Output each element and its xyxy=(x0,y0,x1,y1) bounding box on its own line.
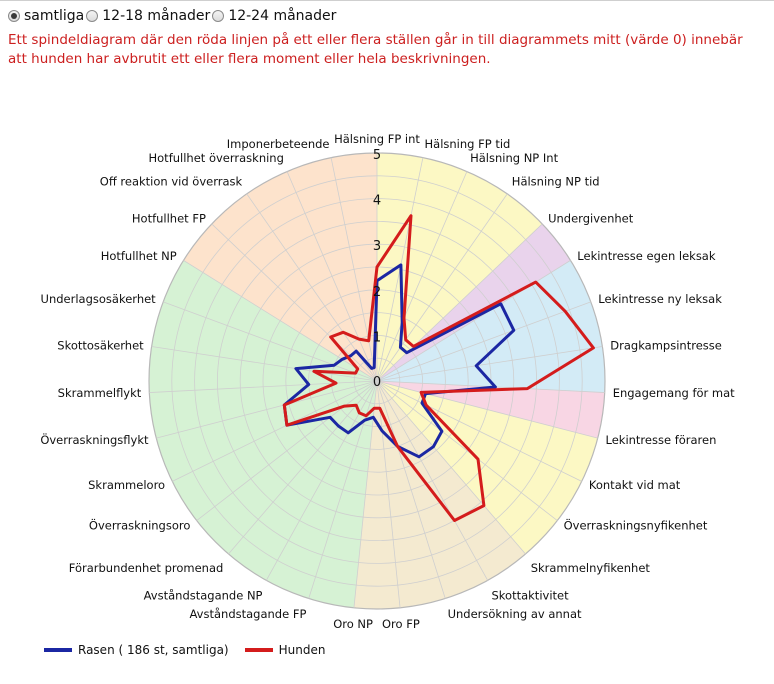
chart-tick-label: 0 xyxy=(373,375,381,390)
chart-category-label: Skottosäkerhet xyxy=(57,338,144,352)
radio-label: 12-24 månader xyxy=(228,8,337,24)
chart-sector-band xyxy=(377,153,543,381)
chart-category-label: Undergivenhet xyxy=(548,211,634,225)
chart-category-label: Underlagsosäkerhet xyxy=(41,292,157,306)
chart-category-label: Avståndstagande FP xyxy=(189,607,306,621)
chart-category-label: Förarbundenhet promenad xyxy=(69,561,224,575)
chart-category-label: Engagemang för mat xyxy=(613,386,735,400)
chart-spoke xyxy=(172,380,378,482)
chart-category-label: Avståndstagande NP xyxy=(144,588,263,602)
chart-tick-label: 5 xyxy=(373,148,381,163)
chart-legend: Rasen ( 186 st, samtliga) Hunden xyxy=(44,643,341,657)
chart-spoke xyxy=(149,380,378,393)
radio-unselected-icon[interactable] xyxy=(86,10,99,22)
radio-samtliga[interactable]: samtliga xyxy=(8,8,84,24)
chart-category-label: Kontakt vid mat xyxy=(589,478,681,492)
chart-spoke xyxy=(376,380,488,581)
chart-category-label: Skrammeloro xyxy=(88,478,165,492)
chart-category-label: Off reaktion vid överrask xyxy=(100,174,243,188)
chart-category-label: Hotfullhet FP xyxy=(132,211,206,225)
chart-category-label: Hotfullhet NP xyxy=(101,249,177,263)
legend-swatch-blue xyxy=(44,648,72,652)
age-filter-radio-group: samtliga 12-18 månader 12-24 månader xyxy=(8,5,338,27)
radio-selected-icon[interactable] xyxy=(8,10,20,22)
chart-category-label: Oro NP xyxy=(333,617,373,631)
chart-spoke xyxy=(266,380,378,581)
chart-spoke xyxy=(376,380,401,608)
explanation-notice: Ett spindeldiagram där den röda linjen p… xyxy=(8,32,743,67)
chart-sector-band xyxy=(183,153,377,381)
chart-spoke xyxy=(163,301,378,382)
chart-tick-label: 4 xyxy=(373,194,381,209)
series-line-rasen xyxy=(282,263,516,459)
chart-spoke xyxy=(376,346,603,382)
chart-category-label: Skrammelflykt xyxy=(58,386,142,400)
chart-spoke xyxy=(330,157,378,382)
chart-spoke xyxy=(196,380,378,521)
chart-spoke xyxy=(376,301,591,382)
chart-category-label: Hälsning FP int xyxy=(334,132,420,146)
radio-unselected-icon[interactable] xyxy=(212,10,225,22)
radio-label: 12-18 månader xyxy=(102,8,211,24)
chart-spoke xyxy=(376,380,598,439)
chart-tick-label: 1 xyxy=(373,330,381,345)
chart-category-label: Hälsning NP Int xyxy=(470,151,558,165)
chart-category-label: Överraskningsflykt xyxy=(40,431,149,447)
chart-spoke xyxy=(376,171,468,382)
legend-item-rasen: Rasen ( 186 st, samtliga) xyxy=(44,643,229,657)
radio-12-18[interactable]: 12-18 månader xyxy=(86,8,210,24)
chart-tick-label: 2 xyxy=(373,285,381,300)
chart-category-label: Lekintresse föraren xyxy=(606,433,717,447)
radio-label: samtliga xyxy=(24,8,85,24)
series-line-hunden xyxy=(282,214,595,522)
legend-label: Hunden xyxy=(278,643,326,657)
legend-item-hunden: Hunden xyxy=(244,643,326,657)
top-divider xyxy=(0,0,774,1)
chart-spoke xyxy=(151,346,378,382)
chart-category-label: Undersökning av annat xyxy=(448,607,582,621)
radio-12-24[interactable]: 12-24 månader xyxy=(212,8,336,24)
chart-tick-label: 3 xyxy=(373,239,381,254)
chart-category-label: Oro FP xyxy=(382,617,420,631)
chart-spoke xyxy=(376,193,508,382)
chart-category-label: Hotfullhet överraskning xyxy=(149,151,284,165)
chart-spoke xyxy=(376,380,446,599)
chart-spoke xyxy=(228,380,378,555)
chart-category-label: Överraskningsnyfikenhet xyxy=(564,517,708,533)
chart-category-label: Skrammelnyfikenhet xyxy=(531,561,651,575)
chart-sector-band xyxy=(353,381,526,609)
chart-spoke xyxy=(376,380,582,482)
chart-spoke xyxy=(376,380,558,521)
chart-category-label: Dragkampsintresse xyxy=(610,338,722,352)
chart-sector-band xyxy=(377,381,605,439)
legend-swatch-red xyxy=(244,648,273,652)
chart-category-label: Hälsning NP tid xyxy=(512,174,600,188)
chart-spoke xyxy=(376,223,543,382)
chart-spoke xyxy=(376,260,571,382)
chart-sector-band xyxy=(149,260,377,608)
chart-category-label: Lekintresse ny leksak xyxy=(598,292,722,306)
chart-category-label: Imponerbeteende xyxy=(227,137,330,151)
chart-category-label: Lekintresse egen leksak xyxy=(577,249,716,263)
chart-spoke xyxy=(246,193,378,382)
chart-spoke xyxy=(308,380,378,599)
legend-label: Rasen ( 186 st, samtliga) xyxy=(78,643,229,657)
chart-category-label: Skottaktivitet xyxy=(492,588,570,602)
chart-spoke xyxy=(286,171,378,382)
chart-category-label: Hälsning FP tid xyxy=(425,137,511,151)
chart-spoke xyxy=(156,380,378,439)
chart-category-label: Överraskningsoro xyxy=(89,517,191,533)
chart-spoke xyxy=(376,380,526,555)
chart-spoke xyxy=(183,260,378,382)
